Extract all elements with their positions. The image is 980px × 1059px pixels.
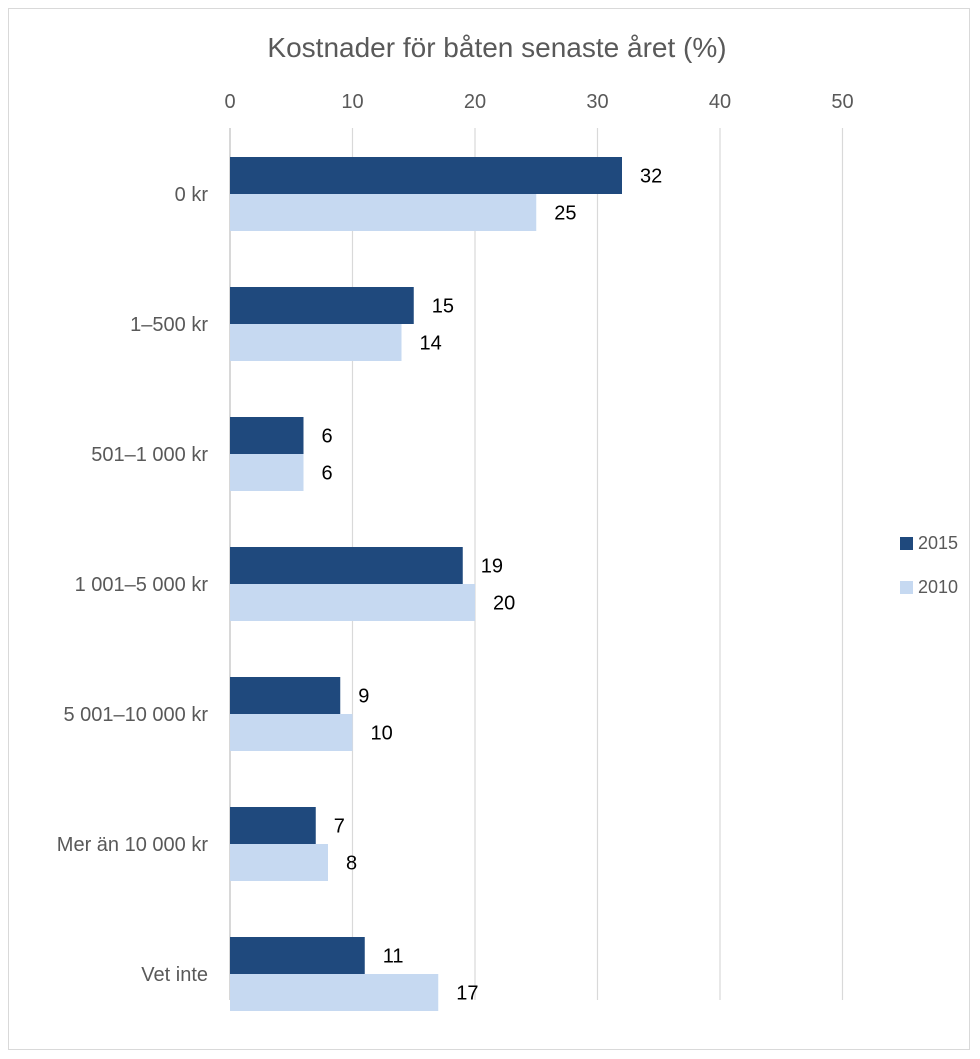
bar-2010-6 (230, 974, 439, 1011)
data-label: 7 (334, 816, 345, 838)
category-labels: 0 kr 1–500 kr 501–1 000 kr 1 001–5 000 kr 5 … (57, 184, 209, 986)
data-label: 15 (432, 296, 454, 318)
category-label: Mer än 10 000 kr (57, 834, 209, 856)
bar-2015-2 (230, 417, 304, 454)
x-tick-label: 40 (709, 91, 731, 113)
category-label: 501–1 000 kr (91, 444, 208, 466)
data-label: 17 (456, 983, 478, 1005)
chart-title: Kostnader för båten senaste året (%) (267, 32, 726, 63)
legend: 2015 2010 (900, 533, 958, 597)
bar-2010-4 (230, 714, 353, 751)
bar-2015-6 (230, 937, 365, 974)
data-label: 14 (420, 333, 442, 355)
x-tick-label: 20 (464, 91, 486, 113)
category-label: 1–500 kr (130, 314, 208, 336)
data-label: 25 (554, 203, 576, 225)
bar-2015-5 (230, 807, 316, 844)
category-label: 5 001–10 000 kr (63, 704, 208, 726)
data-label: 11 (383, 946, 404, 968)
bar-2010-3 (230, 584, 475, 621)
category-label: Vet inte (141, 964, 208, 986)
bar-2010-5 (230, 844, 328, 881)
x-tick-label: 0 (224, 91, 235, 113)
legend-label: 2010 (918, 577, 958, 597)
legend-label: 2015 (918, 533, 958, 553)
x-tick-label: 30 (586, 91, 608, 113)
data-label: 9 (358, 686, 369, 708)
legend-swatch (900, 581, 913, 594)
data-label: 32 (640, 166, 662, 188)
bar-2015-4 (230, 677, 341, 714)
data-label: 20 (493, 593, 515, 615)
bar-2015-1 (230, 287, 414, 324)
bars (230, 157, 622, 1011)
category-label: 1 001–5 000 kr (75, 574, 209, 596)
legend-swatch (900, 537, 913, 550)
bar-2010-0 (230, 194, 537, 231)
bar-2010-1 (230, 324, 402, 361)
data-label: 10 (371, 723, 393, 745)
data-labels: 32 25 15 14 6 6 19 20 910 78 11 17 (322, 166, 663, 1005)
x-tick-label: 50 (831, 91, 853, 113)
category-label: 0 kr (175, 184, 209, 206)
data-label: 6 (322, 463, 333, 485)
bar-2015-0 (230, 157, 622, 194)
x-tick-label: 10 (341, 91, 363, 113)
x-axis-ticks: 0 10 20 30 40 50 (224, 91, 853, 113)
bar-2015-3 (230, 547, 463, 584)
bar-2010-2 (230, 454, 304, 491)
data-label: 19 (481, 556, 503, 578)
data-label: 6 (322, 426, 333, 448)
data-label: 8 (346, 853, 357, 875)
